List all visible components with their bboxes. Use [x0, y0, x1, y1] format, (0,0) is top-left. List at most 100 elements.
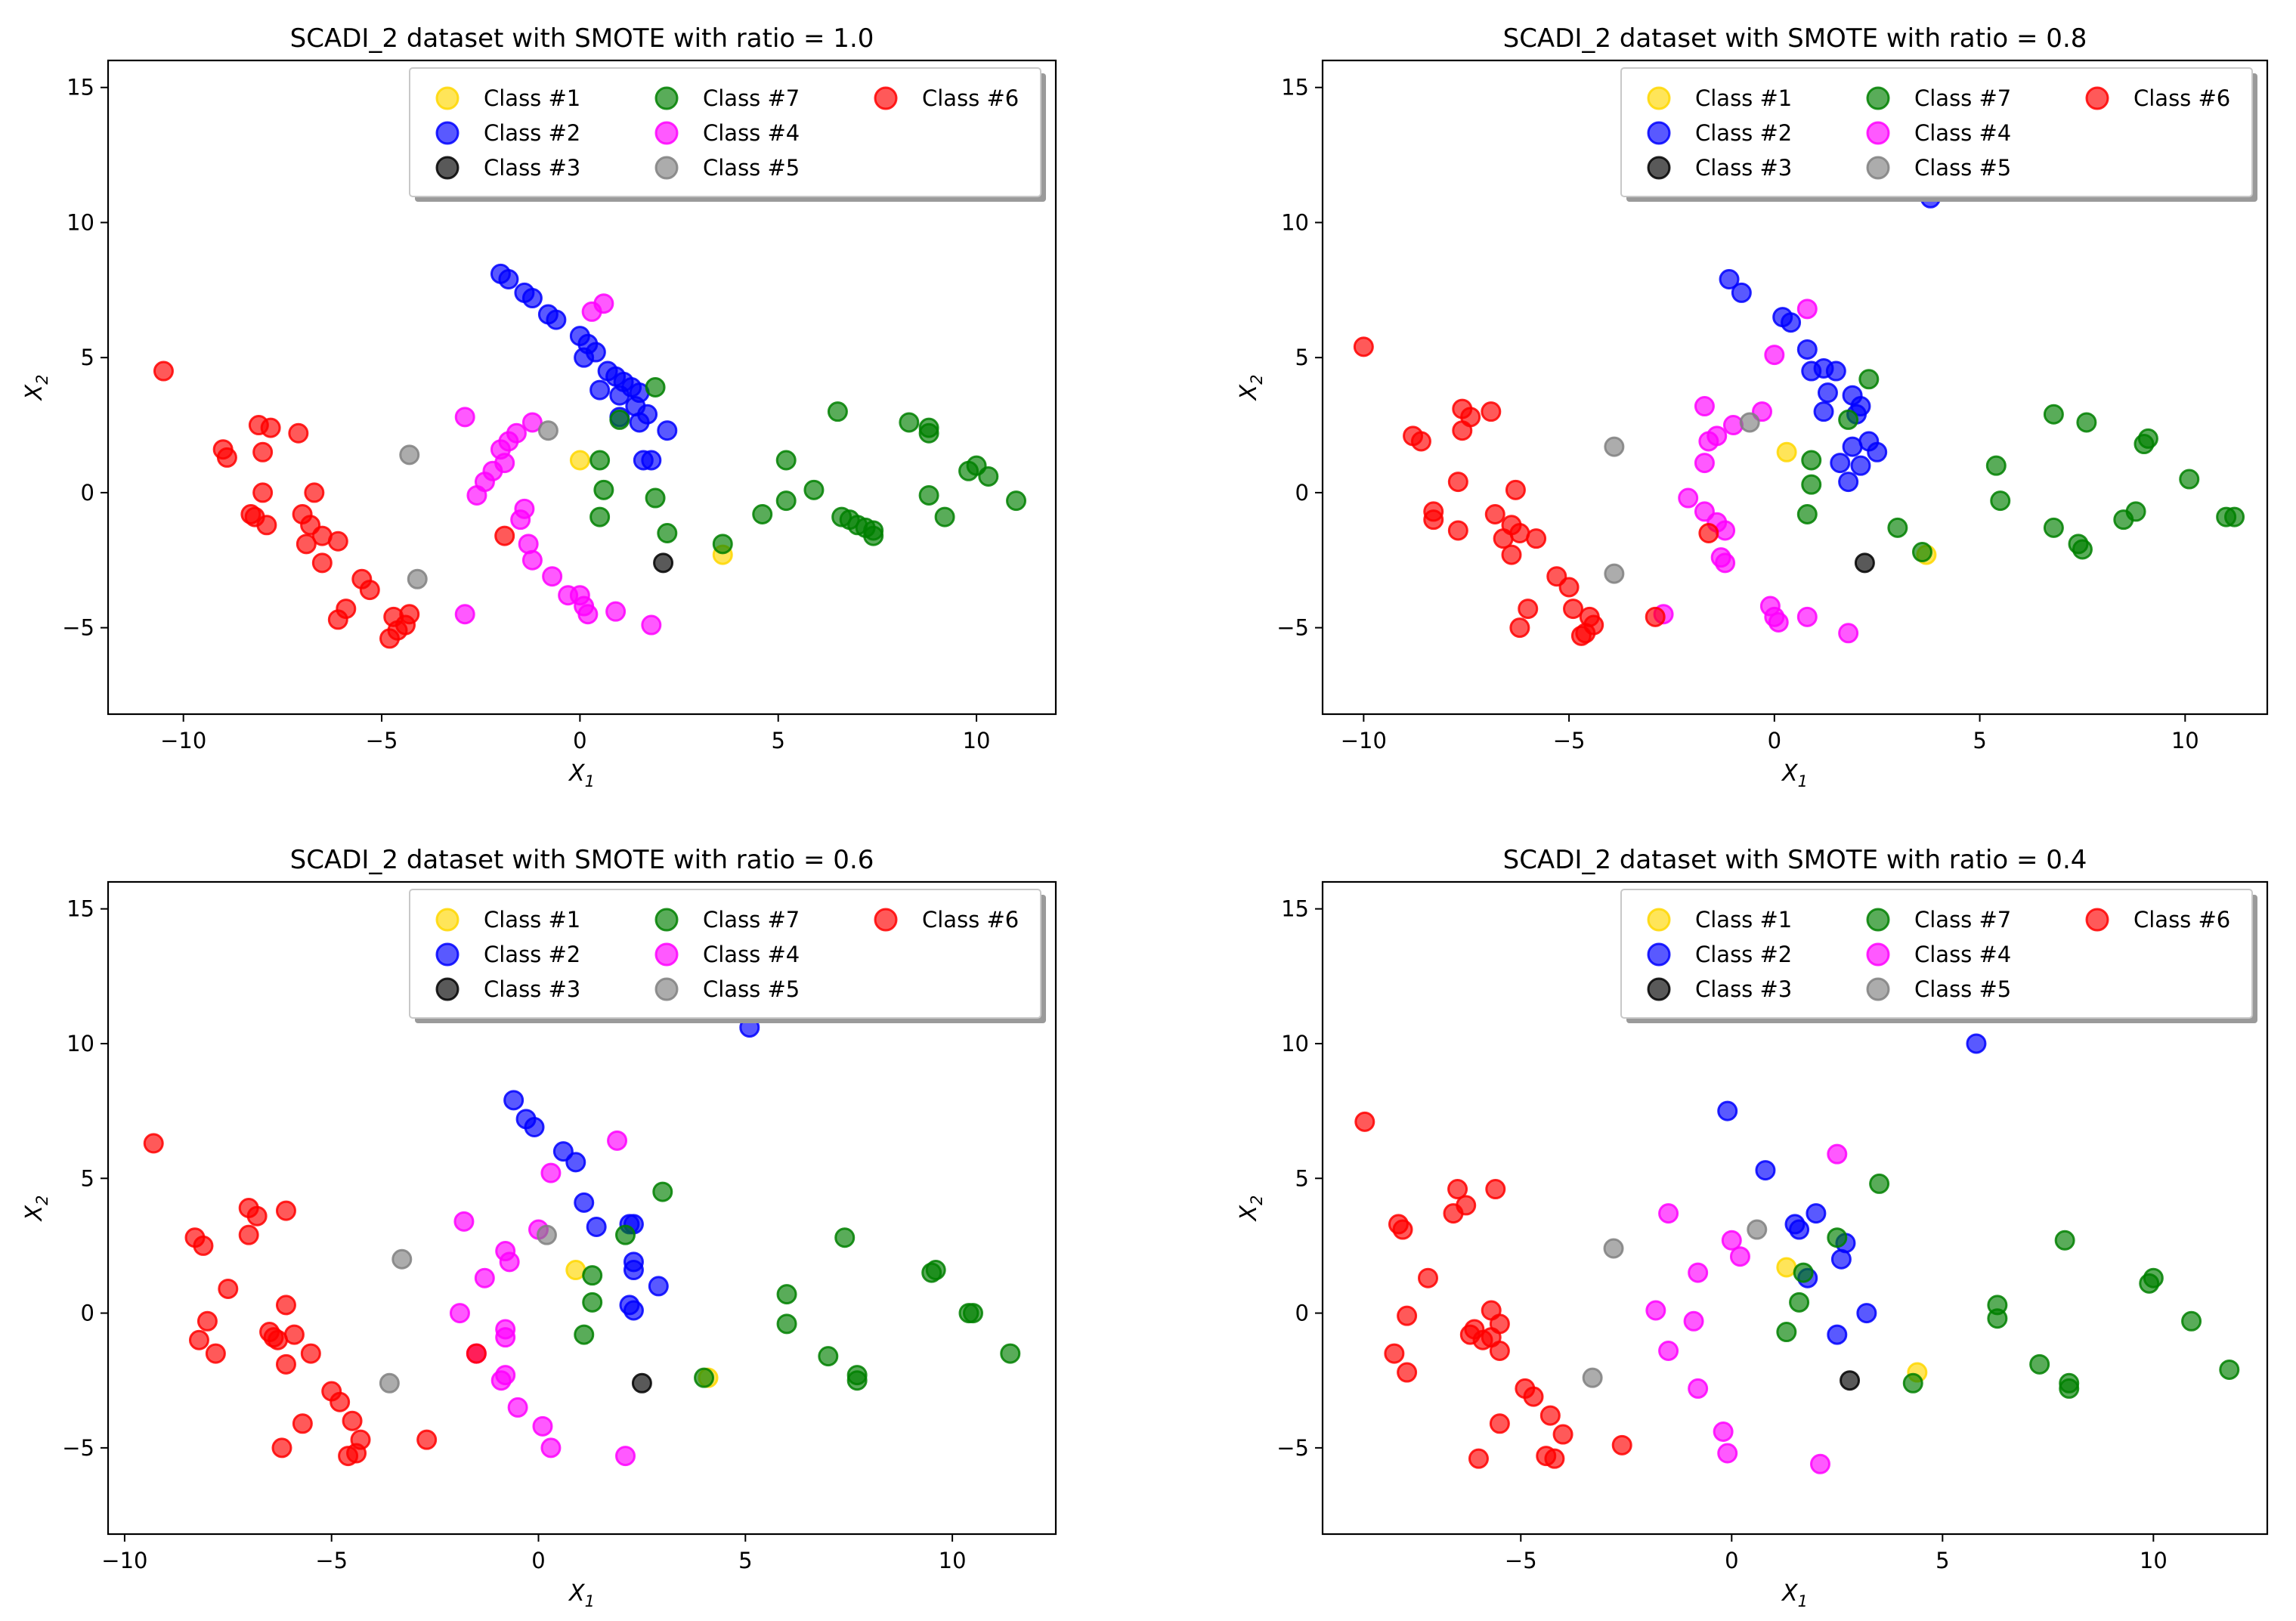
data-point [1722, 415, 1744, 436]
data-point [565, 1152, 586, 1173]
data-point [1796, 503, 1818, 524]
data-point [2043, 517, 2064, 538]
data-point [1717, 1443, 1738, 1464]
data-point [918, 484, 939, 506]
scatter-panel: SCADI_2 dataset with SMOTE with ratio = … [21, 845, 1057, 1610]
data-point [1611, 1434, 1632, 1455]
data-point [652, 1181, 673, 1202]
y-axis-label-main: X [1236, 383, 1262, 401]
data-point [565, 1260, 586, 1281]
y-tick-label: 0 [1295, 480, 1309, 506]
data-point [574, 1324, 595, 1345]
data-point [574, 1192, 595, 1213]
data-point [311, 552, 333, 574]
legend-label: Class #7 [703, 85, 800, 111]
y-tick-label: 15 [1281, 75, 1309, 101]
data-point [633, 450, 654, 471]
data-point [657, 420, 678, 441]
y-tick-label: 5 [1295, 1165, 1309, 1191]
data-point [694, 1367, 715, 1388]
plot-area [1321, 59, 2269, 716]
y-axis-label-subscript: 2 [1248, 1196, 1266, 1205]
data-point [1523, 1386, 1544, 1407]
legend-marker [654, 121, 679, 145]
data-point [1481, 401, 1502, 422]
data-point [1729, 1246, 1750, 1267]
data-point [1813, 401, 1834, 422]
data-point [589, 379, 611, 401]
data-point [1558, 577, 1580, 598]
chart-title: SCADI_2 dataset with SMOTE with ratio = … [290, 845, 874, 875]
data-point [609, 385, 630, 406]
x-tick-label: 5 [1973, 728, 1986, 753]
y-axis-label: X2 [1236, 1196, 1266, 1223]
data-point [1423, 509, 1444, 531]
legend-marker [1866, 977, 1890, 1001]
legend: Class #1 Class #2 Class #3 Class #7 Class #4… [1620, 67, 2257, 202]
legend-marker [435, 942, 460, 967]
data-point [2143, 1267, 2164, 1288]
data-point [1688, 1262, 1709, 1283]
data-point [1713, 1421, 1734, 1442]
legend-label: Class #3 [484, 976, 580, 1002]
data-point [188, 1329, 209, 1350]
data-point [1447, 1179, 1468, 1200]
legend-label: Class #6 [2134, 85, 2230, 111]
y-tick-label: −5 [1276, 615, 1309, 641]
data-point [532, 1415, 553, 1437]
y-tick-label: 0 [1295, 1301, 1309, 1326]
data-point [453, 1211, 475, 1232]
data-point [1830, 453, 1851, 474]
data-point [623, 1260, 644, 1281]
data-point [586, 1216, 607, 1237]
data-point [803, 479, 825, 500]
x-axis-label: X1 [568, 760, 595, 790]
data-point [449, 1303, 470, 1324]
legend-marker [1866, 86, 1890, 110]
data-point [1987, 1308, 2008, 1329]
data-point [1817, 382, 1838, 404]
legend-marker [654, 977, 679, 1001]
data-point [1678, 487, 1699, 509]
data-point [712, 534, 733, 555]
data-point [292, 1413, 313, 1434]
data-point [327, 531, 348, 552]
legend-label: Class #4 [703, 120, 800, 146]
y-axis-label-main: X [21, 1204, 48, 1222]
data-point [657, 523, 678, 544]
legend-label: Class #1 [1695, 85, 1792, 111]
data-point [1468, 1448, 1489, 1469]
data-point [416, 1429, 438, 1450]
x-axis-label-subscript: 1 [1798, 1592, 1808, 1610]
data-point [268, 1329, 289, 1350]
data-point [1715, 520, 1736, 541]
data-point [1384, 1343, 1405, 1364]
data-point [1694, 453, 1715, 474]
data-point [454, 407, 475, 428]
data-point [296, 534, 317, 555]
data-point [1505, 479, 1526, 500]
data-point [863, 525, 884, 546]
legend-marker [1647, 156, 1671, 180]
legend-label: Class #1 [1695, 907, 1792, 933]
data-point [1456, 1195, 1477, 1216]
data-point [1000, 1343, 1021, 1364]
data-point [2072, 539, 2093, 560]
data-point [327, 609, 348, 630]
legend-marker [874, 908, 898, 932]
y-tick-label: 10 [1281, 1031, 1309, 1056]
data-point [359, 580, 380, 601]
data-point [605, 601, 627, 622]
data-point [1854, 552, 1875, 574]
data-point [536, 1224, 557, 1245]
data-point [1858, 369, 1880, 390]
x-axis-label-subscript: 1 [1798, 772, 1808, 790]
data-point [537, 420, 559, 441]
data-point [338, 1446, 359, 1467]
data-point [752, 503, 773, 524]
legend-marker [1866, 942, 1890, 967]
data-point [593, 293, 614, 314]
data-point [466, 484, 487, 506]
y-tick-label: 5 [81, 345, 94, 370]
data-point [1796, 339, 1818, 360]
